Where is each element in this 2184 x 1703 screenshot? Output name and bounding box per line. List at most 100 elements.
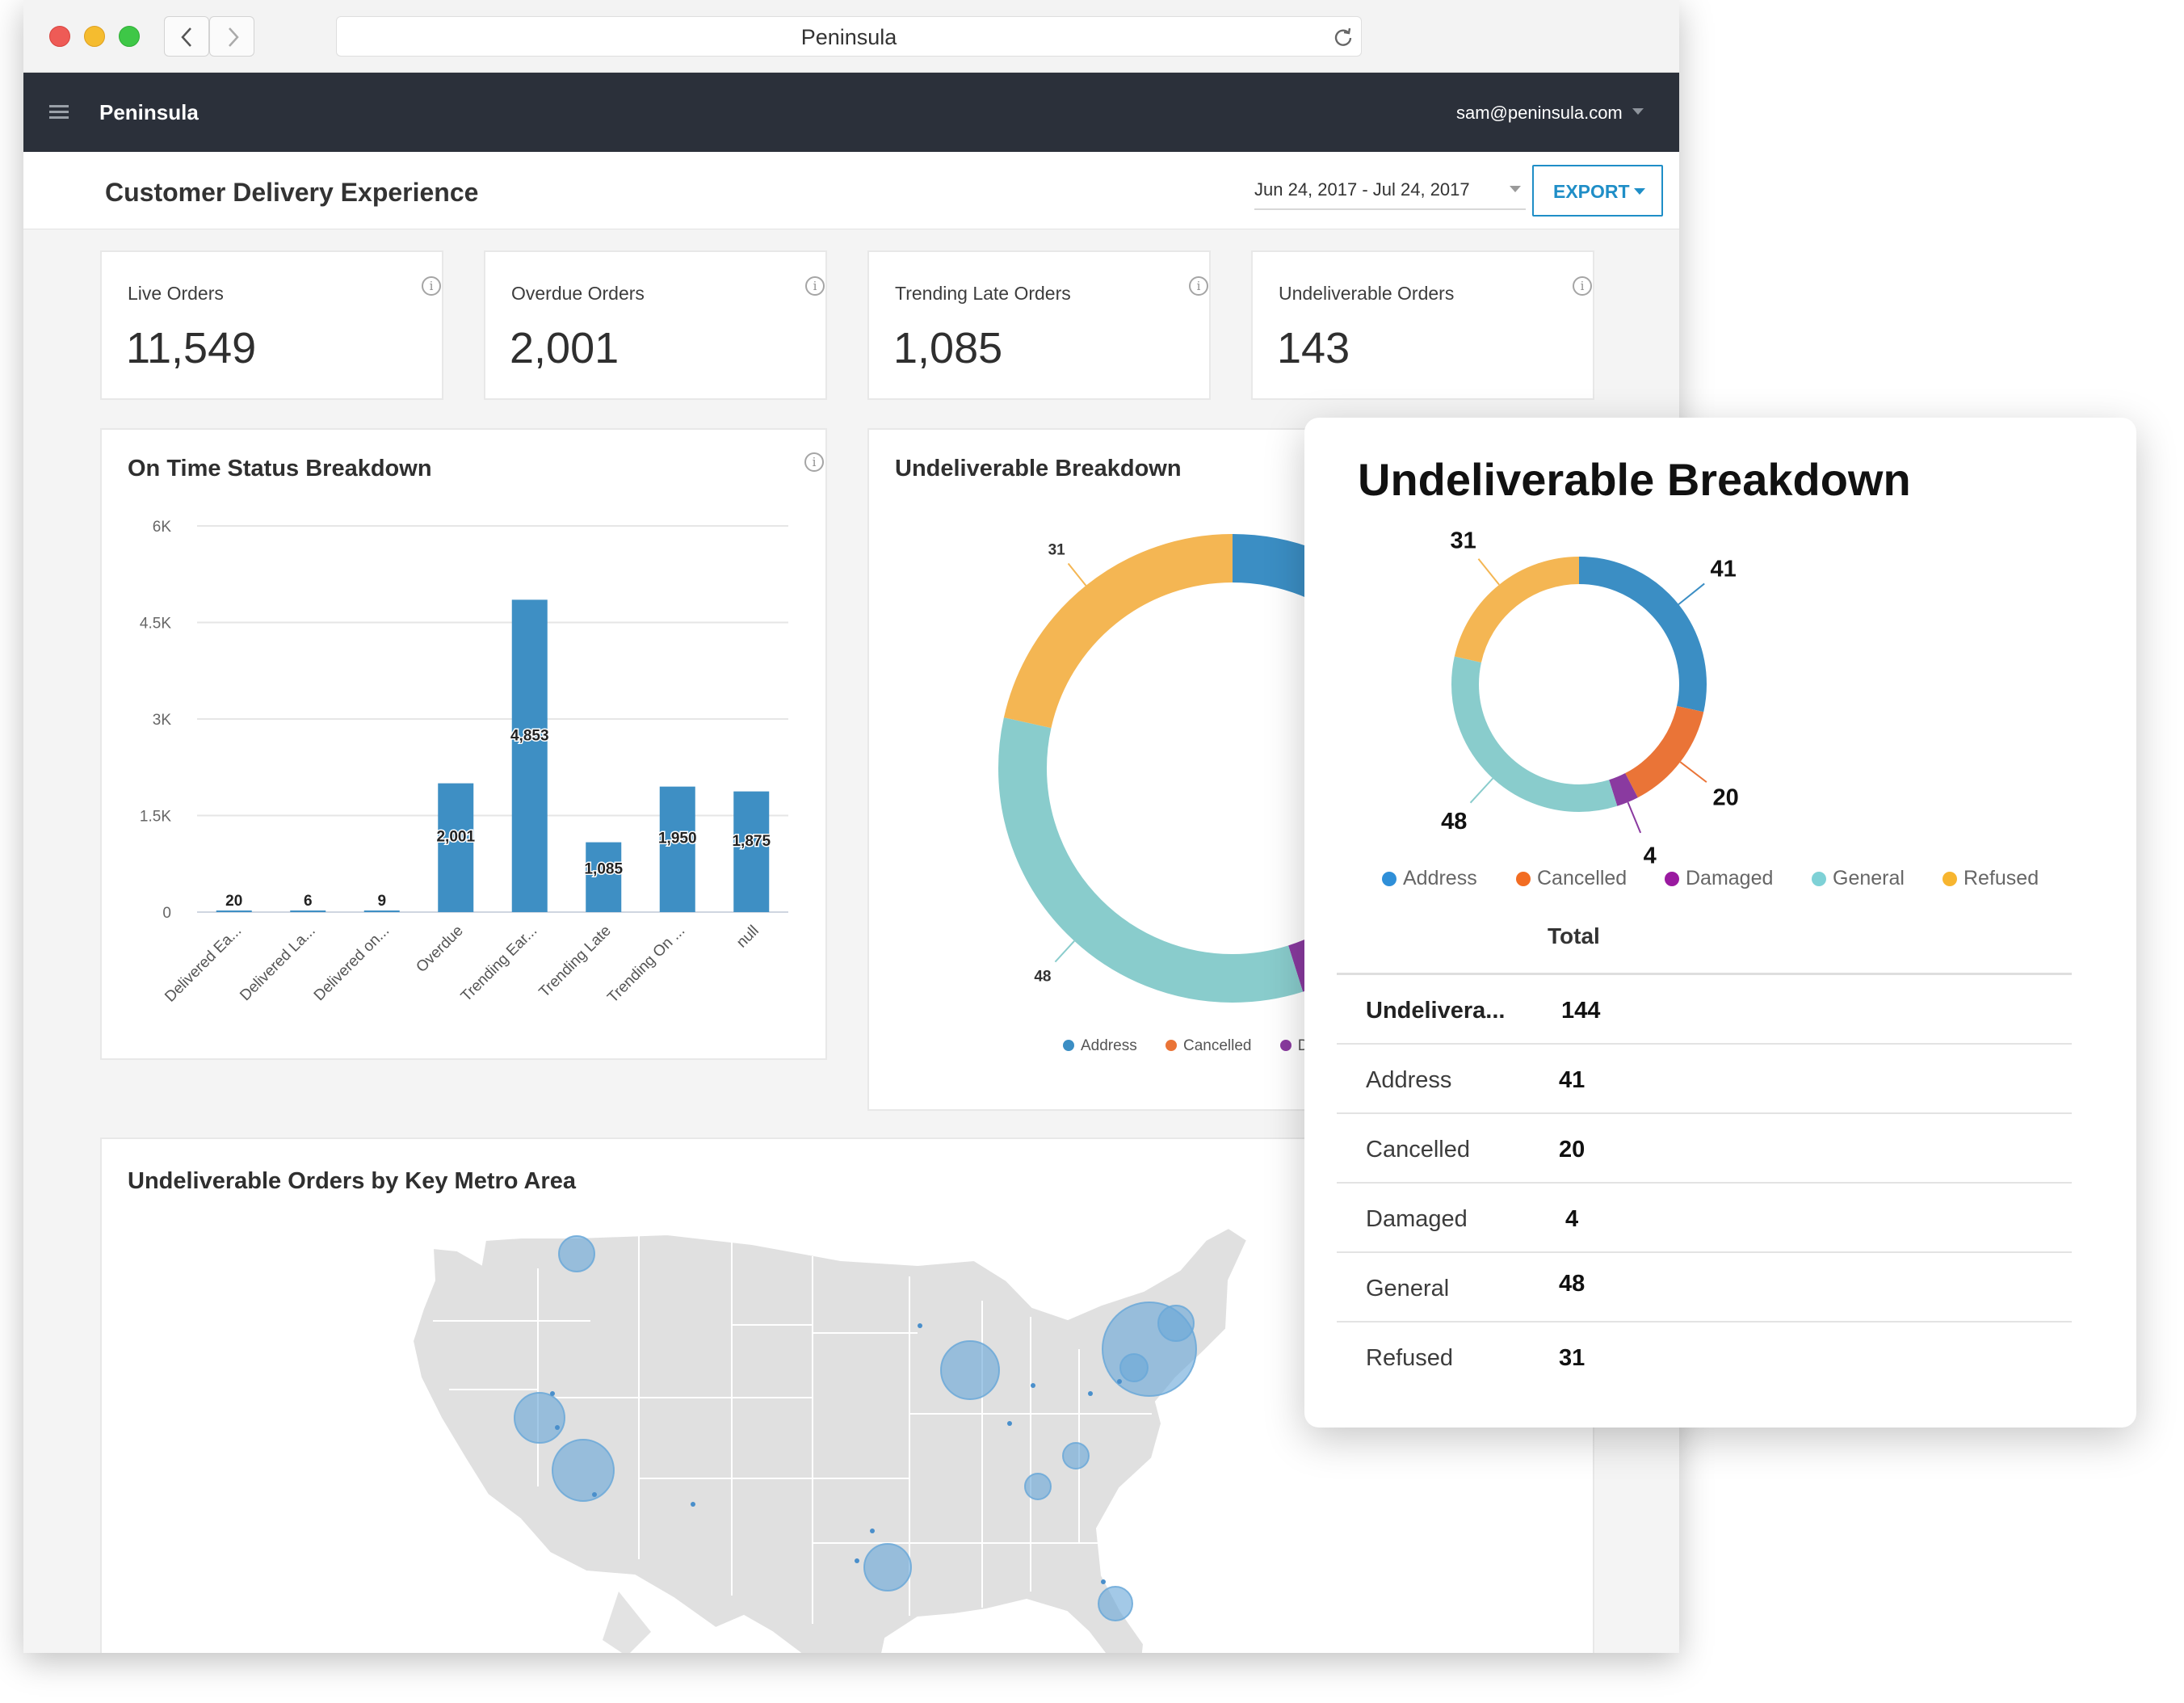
metro-bubble[interactable] (1119, 1353, 1149, 1382)
row-value: 4 (1565, 1206, 1579, 1232)
caret-down-icon (1510, 186, 1521, 192)
donut-slice[interactable] (998, 534, 1467, 1003)
metro-bubble[interactable] (514, 1392, 565, 1444)
row-value: 41 (1559, 1067, 1586, 1093)
row-name: Cancelled (1366, 1137, 1470, 1163)
legend-item-address[interactable]: Address (1063, 1037, 1137, 1054)
bar[interactable] (733, 791, 770, 912)
kpi-label: Live Orders (128, 283, 224, 304)
kpi-label: Trending Late Orders (895, 283, 1071, 304)
on-time-status-card: On Time Status Breakdown i 0 1.5K 3K 4.5K 6K… (100, 428, 827, 1060)
y-tick-label: 0 (162, 905, 171, 922)
legend-dot (1165, 1040, 1177, 1051)
legend-item-general[interactable]: General (1812, 867, 1905, 890)
x-tick-label: null (733, 923, 762, 952)
legend-dot (1942, 872, 1957, 886)
chevron-left-icon (181, 27, 191, 47)
forward-button[interactable] (209, 16, 254, 57)
slice-label: 31 (1048, 542, 1066, 559)
slice-leader-line (1054, 940, 1075, 963)
legend-dot (1279, 1040, 1292, 1051)
row-value: 20 (1559, 1137, 1586, 1163)
bar[interactable] (363, 910, 400, 912)
bar[interactable] (216, 910, 252, 912)
metro-bubble[interactable] (552, 1439, 615, 1502)
kpi-card-trending-late-orders[interactable]: Trending Late Orders 1,085 i (867, 250, 1211, 400)
undeliverable-breakdown-popup: Undeliverable Breakdown 41 20 4 48 31 Addres… (1304, 418, 2136, 1428)
metro-bubble[interactable] (863, 1543, 912, 1592)
us-map[interactable] (102, 1139, 1593, 1653)
bar[interactable] (290, 910, 326, 912)
x-tick-label: Delivered Ea... (162, 923, 245, 1006)
table-row[interactable]: Cancelled 20 (1337, 1114, 2072, 1184)
bar[interactable] (438, 783, 474, 912)
legend-label: Cancelled (1537, 867, 1628, 889)
page-header: Customer Delivery Experience Jun 24, 201… (23, 152, 1679, 229)
x-tick-label: Trending Ear... (458, 923, 540, 1005)
bar-data-label: 6 (304, 893, 313, 910)
kpi-card-live-orders[interactable]: Live Orders 11,549 i (100, 250, 443, 400)
metro-bubble[interactable] (1157, 1305, 1195, 1342)
kpi-value: 143 (1277, 324, 1350, 372)
address-bar[interactable]: Peninsula (336, 16, 1362, 57)
info-icon[interactable]: i (805, 276, 825, 296)
bar-data-label: 1,085 (584, 860, 623, 877)
maximize-window-button[interactable] (119, 26, 140, 47)
close-window-button[interactable] (49, 26, 70, 47)
user-menu[interactable]: sam@peninsula.com (1456, 103, 1623, 123)
legend-item-address[interactable]: Address (1382, 867, 1477, 890)
caret-down-icon (1634, 188, 1645, 195)
x-tick-label: Delivered on... (311, 923, 393, 1004)
donut-slice[interactable] (1451, 557, 1707, 812)
x-tick-label: Trending On ... (604, 923, 688, 1007)
card-title: On Time Status Breakdown (128, 456, 432, 481)
x-tick-label: Overdue (413, 923, 466, 976)
table-row[interactable]: Address 41 (1337, 1045, 2072, 1114)
donut-slice[interactable] (998, 534, 1467, 1003)
metro-bubble[interactable] (558, 1235, 595, 1272)
slice-leader-line (1477, 558, 1500, 586)
row-name: Undelivera... (1366, 998, 1506, 1024)
card-title: Undeliverable Orders by Key Metro Area (128, 1168, 576, 1194)
hamburger-menu-icon[interactable] (49, 103, 70, 121)
metro-bubble[interactable] (1062, 1442, 1090, 1470)
bar[interactable] (586, 842, 622, 912)
kpi-card-overdue-orders[interactable]: Overdue Orders 2,001 i (484, 250, 827, 400)
legend-dot (1382, 872, 1396, 886)
legend-item-damaged[interactable]: Damaged (1665, 867, 1773, 890)
slice-leader-line (1469, 777, 1493, 804)
donut-slice[interactable] (1451, 557, 1707, 812)
kpi-card-undeliverable-orders[interactable]: Undeliverable Orders 143 i (1251, 250, 1594, 400)
legend-dot (1516, 872, 1531, 886)
page-title: Customer Delivery Experience (105, 178, 479, 207)
caret-down-icon[interactable] (1632, 108, 1644, 116)
info-icon[interactable]: i (1189, 276, 1208, 296)
metro-bubble[interactable] (1024, 1473, 1052, 1500)
table-row[interactable]: Damaged 4 (1337, 1184, 2072, 1253)
info-icon[interactable]: i (1573, 276, 1592, 296)
address-bar-title: Peninsula (800, 25, 897, 49)
back-button[interactable] (164, 16, 209, 57)
legend-item-refused[interactable]: Refused (1942, 867, 2039, 890)
breakdown-table: Undelivera... 144 Address 41 Cancelled 2… (1337, 975, 2072, 1395)
us-state-borders (433, 1236, 1152, 1624)
table-row[interactable]: Refused 31 (1337, 1322, 2072, 1392)
bar[interactable] (511, 599, 548, 912)
reload-icon[interactable] (1332, 26, 1354, 48)
metro-bubble[interactable] (940, 1340, 1000, 1400)
info-icon[interactable]: i (422, 276, 441, 296)
table-row[interactable]: Undelivera... 144 (1337, 975, 2072, 1045)
legend-item-cancelled[interactable]: Cancelled (1165, 1037, 1251, 1054)
y-tick-label: 4.5K (140, 616, 171, 633)
minimize-window-button[interactable] (84, 26, 105, 47)
metro-bubble[interactable] (1098, 1586, 1133, 1621)
table-row[interactable]: General 48 (1337, 1253, 2072, 1322)
date-range-picker[interactable]: Jun 24, 2017 - Jul 24, 2017 (1254, 173, 1526, 210)
bar[interactable] (659, 786, 695, 912)
export-button[interactable]: EXPORT (1532, 165, 1663, 217)
card-title: Undeliverable Breakdown (895, 456, 1182, 481)
info-icon[interactable]: i (804, 452, 824, 472)
legend-item-cancelled[interactable]: Cancelled (1516, 867, 1627, 890)
legend-label: Address (1081, 1037, 1137, 1054)
slice-leader-line (1679, 761, 1707, 783)
